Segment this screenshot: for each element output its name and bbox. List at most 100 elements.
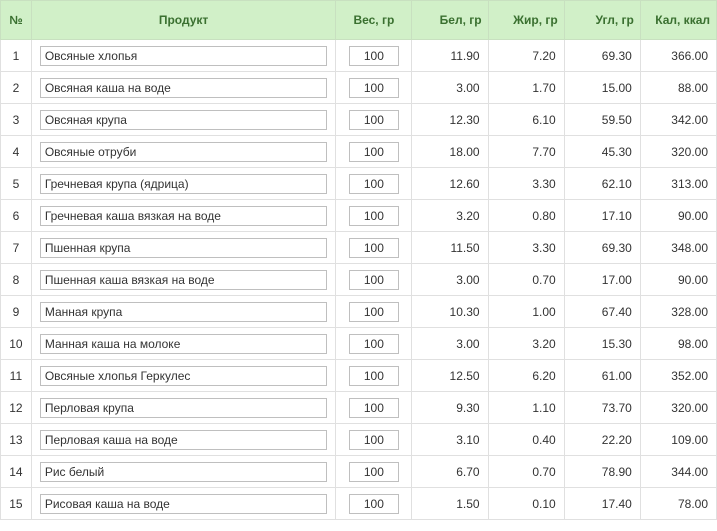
weight-input[interactable]	[349, 110, 399, 130]
weight-input[interactable]	[349, 366, 399, 386]
row-number: 5	[1, 168, 32, 200]
weight-input[interactable]	[349, 238, 399, 258]
protein-value: 3.00	[412, 72, 488, 104]
product-input[interactable]	[40, 270, 328, 290]
carb-value: 15.00	[564, 72, 640, 104]
cal-value: 109.00	[640, 424, 716, 456]
row-number: 8	[1, 264, 32, 296]
fat-value: 0.80	[488, 200, 564, 232]
product-cell	[31, 72, 336, 104]
table-row: 133.100.4022.20109.00	[1, 424, 717, 456]
table-row: 23.001.7015.0088.00	[1, 72, 717, 104]
cal-value: 342.00	[640, 104, 716, 136]
weight-cell	[336, 328, 412, 360]
carb-value: 61.00	[564, 360, 640, 392]
row-number: 9	[1, 296, 32, 328]
product-input[interactable]	[40, 142, 328, 162]
product-cell	[31, 392, 336, 424]
carb-value: 69.30	[564, 232, 640, 264]
protein-value: 3.00	[412, 264, 488, 296]
protein-value: 3.20	[412, 200, 488, 232]
carb-value: 62.10	[564, 168, 640, 200]
fat-value: 0.70	[488, 456, 564, 488]
product-input[interactable]	[40, 302, 328, 322]
product-input[interactable]	[40, 174, 328, 194]
product-input[interactable]	[40, 494, 328, 514]
weight-cell	[336, 200, 412, 232]
cal-value: 344.00	[640, 456, 716, 488]
weight-input[interactable]	[349, 270, 399, 290]
table-row: 129.301.1073.70320.00	[1, 392, 717, 424]
table-row: 910.301.0067.40328.00	[1, 296, 717, 328]
product-input[interactable]	[40, 430, 328, 450]
row-number: 7	[1, 232, 32, 264]
carb-value: 17.40	[564, 488, 640, 520]
weight-input[interactable]	[349, 430, 399, 450]
fat-value: 7.70	[488, 136, 564, 168]
carb-value: 59.50	[564, 104, 640, 136]
product-input[interactable]	[40, 334, 328, 354]
table-row: 1112.506.2061.00352.00	[1, 360, 717, 392]
fat-value: 3.20	[488, 328, 564, 360]
fat-value: 6.20	[488, 360, 564, 392]
product-cell	[31, 200, 336, 232]
weight-input[interactable]	[349, 334, 399, 354]
product-cell	[31, 424, 336, 456]
weight-cell	[336, 40, 412, 72]
protein-value: 11.90	[412, 40, 488, 72]
product-input[interactable]	[40, 462, 328, 482]
product-input[interactable]	[40, 366, 328, 386]
header-weight: Вес, гр	[336, 1, 412, 40]
cal-value: 348.00	[640, 232, 716, 264]
cal-value: 90.00	[640, 264, 716, 296]
row-number: 13	[1, 424, 32, 456]
table-row: 146.700.7078.90344.00	[1, 456, 717, 488]
product-input[interactable]	[40, 78, 328, 98]
row-number: 14	[1, 456, 32, 488]
weight-input[interactable]	[349, 206, 399, 226]
fat-value: 3.30	[488, 168, 564, 200]
product-input[interactable]	[40, 46, 328, 66]
product-input[interactable]	[40, 238, 328, 258]
cal-value: 78.00	[640, 488, 716, 520]
product-input[interactable]	[40, 110, 328, 130]
carb-value: 17.00	[564, 264, 640, 296]
protein-value: 10.30	[412, 296, 488, 328]
table-row: 312.306.1059.50342.00	[1, 104, 717, 136]
product-cell	[31, 360, 336, 392]
fat-value: 1.00	[488, 296, 564, 328]
weight-input[interactable]	[349, 46, 399, 66]
weight-input[interactable]	[349, 494, 399, 514]
carb-value: 17.10	[564, 200, 640, 232]
protein-value: 1.50	[412, 488, 488, 520]
fat-value: 1.70	[488, 72, 564, 104]
product-input[interactable]	[40, 398, 328, 418]
weight-cell	[336, 168, 412, 200]
product-cell	[31, 232, 336, 264]
table-row: 711.503.3069.30348.00	[1, 232, 717, 264]
carb-value: 22.20	[564, 424, 640, 456]
table-row: 512.603.3062.10313.00	[1, 168, 717, 200]
weight-input[interactable]	[349, 174, 399, 194]
carb-value: 67.40	[564, 296, 640, 328]
product-input[interactable]	[40, 206, 328, 226]
product-cell	[31, 488, 336, 520]
weight-input[interactable]	[349, 78, 399, 98]
protein-value: 12.60	[412, 168, 488, 200]
weight-input[interactable]	[349, 142, 399, 162]
protein-value: 3.10	[412, 424, 488, 456]
weight-input[interactable]	[349, 302, 399, 322]
weight-cell	[336, 264, 412, 296]
header-product: Продукт	[31, 1, 336, 40]
protein-value: 11.50	[412, 232, 488, 264]
fat-value: 0.10	[488, 488, 564, 520]
table-row: 83.000.7017.0090.00	[1, 264, 717, 296]
weight-input[interactable]	[349, 398, 399, 418]
header-cal: Кал, ккал	[640, 1, 716, 40]
product-cell	[31, 104, 336, 136]
weight-input[interactable]	[349, 462, 399, 482]
fat-value: 6.10	[488, 104, 564, 136]
nutrition-table: № Продукт Вес, гр Бел, гр Жир, гр Угл, г…	[0, 0, 717, 520]
product-cell	[31, 136, 336, 168]
row-number: 2	[1, 72, 32, 104]
